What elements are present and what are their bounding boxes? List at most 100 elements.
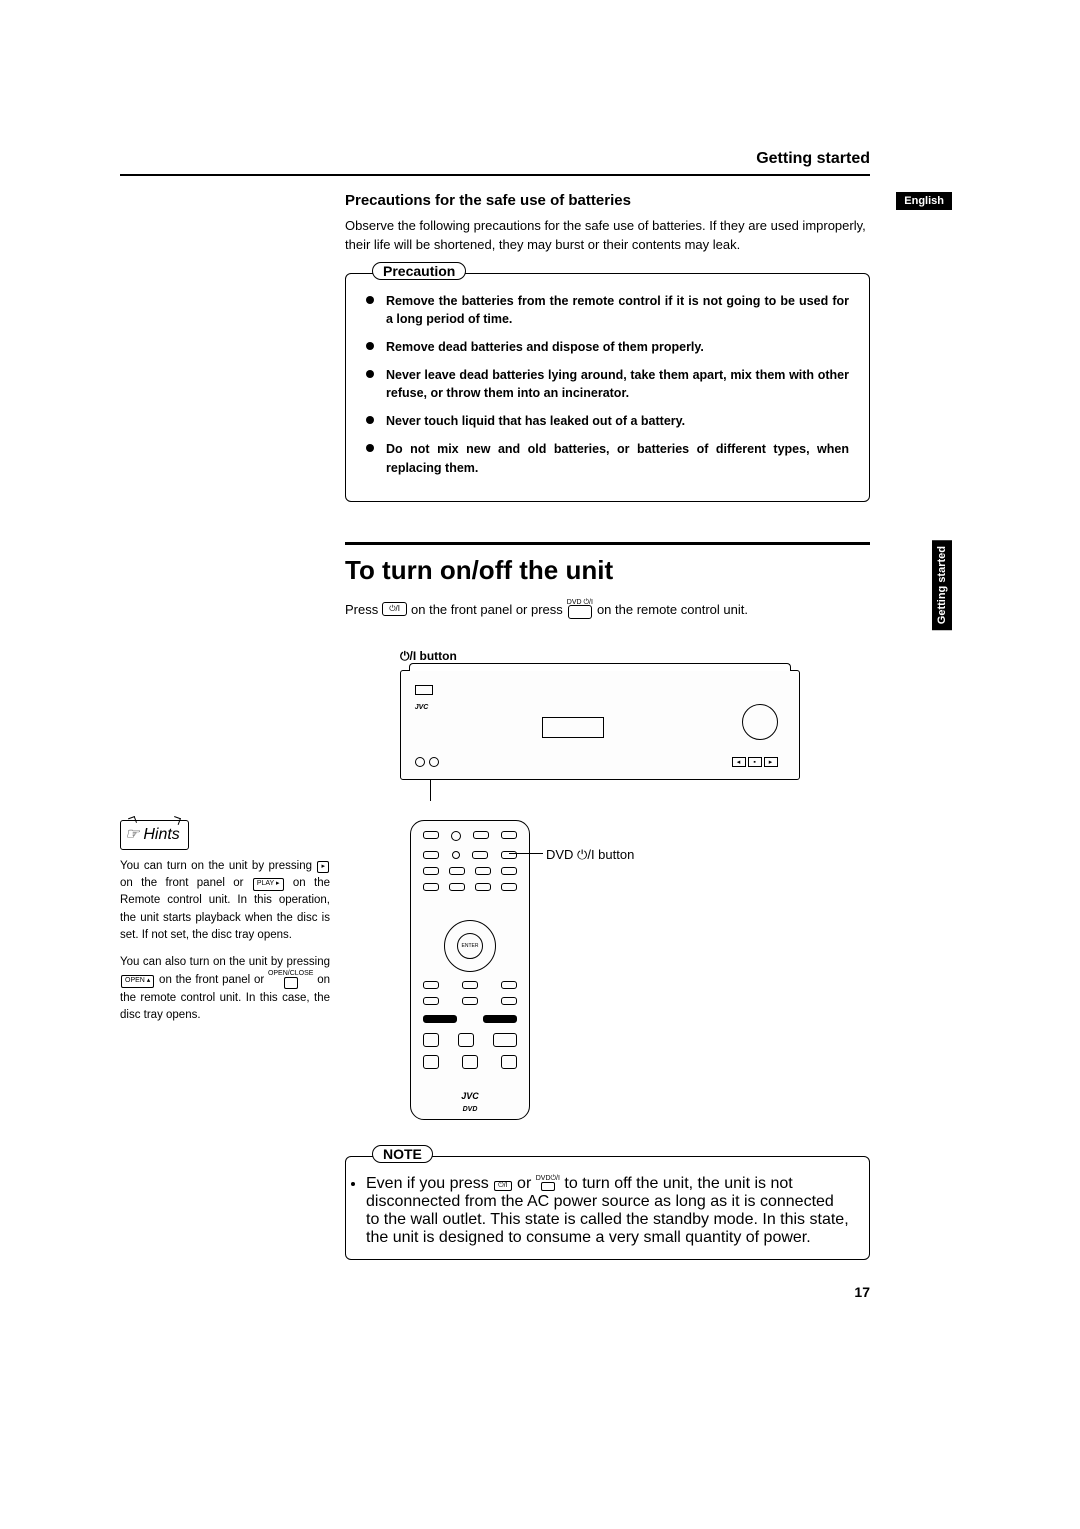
remote-power-button-icon: DVD ⏻/I xyxy=(567,600,593,619)
remote-row xyxy=(423,883,517,891)
bullet-icon xyxy=(366,342,374,350)
precaution-item: Remove dead batteries and dispose of the… xyxy=(366,338,849,356)
remote-btn xyxy=(501,997,517,1005)
remote-row xyxy=(423,997,517,1005)
remote-btn xyxy=(423,1015,457,1023)
bullet-icon xyxy=(366,444,374,452)
remote-brand-logo: JVC xyxy=(411,1091,529,1101)
remote-btn xyxy=(423,1055,439,1069)
precaution-item: Never touch liquid that has leaked out o… xyxy=(366,412,849,430)
power-button-outline xyxy=(415,685,433,695)
precaution-list: Remove the batteries from the remote con… xyxy=(366,292,849,477)
side-section-tab: Getting started xyxy=(932,540,952,630)
precaution-text: Remove dead batteries and dispose of the… xyxy=(386,338,704,356)
precaution-text: Remove the batteries from the remote con… xyxy=(386,292,849,328)
remote-btn xyxy=(501,867,517,875)
next-icon: ▸ xyxy=(764,757,778,767)
note-box-title: NOTE xyxy=(372,1145,433,1163)
remote-btn xyxy=(462,997,478,1005)
hint-paragraph: You can also turn on the unit by pressin… xyxy=(120,954,330,1024)
btn-shape xyxy=(541,1182,555,1191)
remote-top-row xyxy=(423,831,517,841)
remote-row xyxy=(423,1055,517,1069)
remote-btn xyxy=(475,883,491,891)
hints-row: ☞ Hints You can turn on the unit by pres… xyxy=(120,820,870,1120)
remote-btn xyxy=(452,851,460,859)
device-top-edge xyxy=(409,663,791,671)
bullet-icon xyxy=(366,370,374,378)
text: Press xyxy=(345,602,378,617)
precaution-box: Precaution Remove the batteries from the… xyxy=(345,273,870,502)
jack-row xyxy=(415,757,439,767)
remote-btn xyxy=(423,831,439,839)
btn-shape xyxy=(284,977,298,990)
hand-icon: ☞ xyxy=(125,823,139,847)
remote-row xyxy=(423,1033,517,1047)
precaution-box-title: Precaution xyxy=(372,262,466,280)
remote-btn xyxy=(451,831,461,841)
stop-icon: ▪ xyxy=(748,757,762,767)
remote-control-diagram: DVD ⏻/I button ENTER xyxy=(410,820,530,1120)
volume-knob xyxy=(742,704,778,740)
remote-btn xyxy=(493,1033,517,1047)
text: on the front panel or xyxy=(120,877,252,889)
remote-btn xyxy=(458,1033,474,1047)
enter-button: ENTER xyxy=(457,933,483,959)
text: on the remote control unit. xyxy=(597,602,748,617)
bullet-icon xyxy=(366,416,374,424)
precaution-item: Remove the batteries from the remote con… xyxy=(366,292,849,328)
play-remote-icon: PLAY ▸ xyxy=(253,878,284,891)
remote-btn xyxy=(423,1033,439,1047)
remote-btn xyxy=(473,831,489,839)
hint-paragraph: You can turn on the unit by pressing ▸ o… xyxy=(120,858,330,944)
precaution-text: Do not mix new and old batteries, or bat… xyxy=(386,440,849,476)
hints-label: Hints xyxy=(143,823,179,847)
remote-btn xyxy=(501,851,517,859)
page-header: Getting started xyxy=(120,150,870,176)
remote-row xyxy=(423,851,517,859)
power-icon: ⏻/I xyxy=(494,1181,511,1191)
remote-btn xyxy=(423,883,439,891)
note-list: Even if you press ⏻/I or DVD⏻/I to turn … xyxy=(366,1175,849,1247)
text: on the front panel or xyxy=(155,974,268,986)
manual-page: Getting started English Getting started … xyxy=(120,150,870,1260)
precautions-intro: Observe the following precautions for th… xyxy=(345,217,870,255)
precaution-item: Never leave dead batteries lying around,… xyxy=(366,366,849,402)
front-power-button-icon: ⏻/I xyxy=(382,602,407,616)
remote-btn xyxy=(472,851,488,859)
remote-btn xyxy=(423,997,439,1005)
remote-dvd-power-btn xyxy=(501,831,517,839)
remote-btn xyxy=(423,981,439,989)
remote-btn xyxy=(462,981,478,989)
leader-line xyxy=(430,779,431,801)
section-title: Getting started xyxy=(756,150,870,168)
text: Even if you press xyxy=(366,1175,493,1192)
remote-power-icon: DVD⏻/I xyxy=(536,1176,560,1191)
note-text: Even if you press ⏻/I or DVD⏻/I to turn … xyxy=(366,1175,849,1246)
power-button-caption: ⏻/I button xyxy=(400,649,870,664)
text: You can turn on the unit by pressing xyxy=(120,860,316,872)
hints-badge: ☞ Hints xyxy=(120,820,189,850)
remote-dvd-logo: DVD xyxy=(411,1106,529,1113)
text: You can also turn on the unit by pressin… xyxy=(120,956,330,968)
hints-column: ☞ Hints You can turn on the unit by pres… xyxy=(120,820,330,1034)
note-item: Even if you press ⏻/I or DVD⏻/I to turn … xyxy=(366,1175,849,1247)
text: or xyxy=(513,1175,536,1192)
precaution-item: Do not mix new and old batteries, or bat… xyxy=(366,440,849,476)
bullet-icon xyxy=(366,296,374,304)
disc-tray-outline xyxy=(542,717,604,738)
remote-row xyxy=(423,867,517,875)
remote-btn xyxy=(501,883,517,891)
remote-btn xyxy=(423,867,439,875)
remote-btn-shape xyxy=(568,605,592,619)
transport-buttons: ◂ ▪ ▸ xyxy=(732,757,778,767)
remote-power-label: DVD ⏻/I button xyxy=(546,847,634,863)
note-box: NOTE Even if you press ⏻/I or DVD⏻/I to … xyxy=(345,1156,870,1260)
device-inner: JVC ◂ ▪ ▸ xyxy=(407,677,793,773)
remote-btn xyxy=(483,1015,517,1023)
text: on the front panel or press xyxy=(411,602,563,617)
remote-btn xyxy=(449,883,465,891)
prev-icon: ◂ xyxy=(732,757,746,767)
open-remote-icon: OPEN/CLOSE xyxy=(268,971,314,989)
remote-btn xyxy=(475,867,491,875)
